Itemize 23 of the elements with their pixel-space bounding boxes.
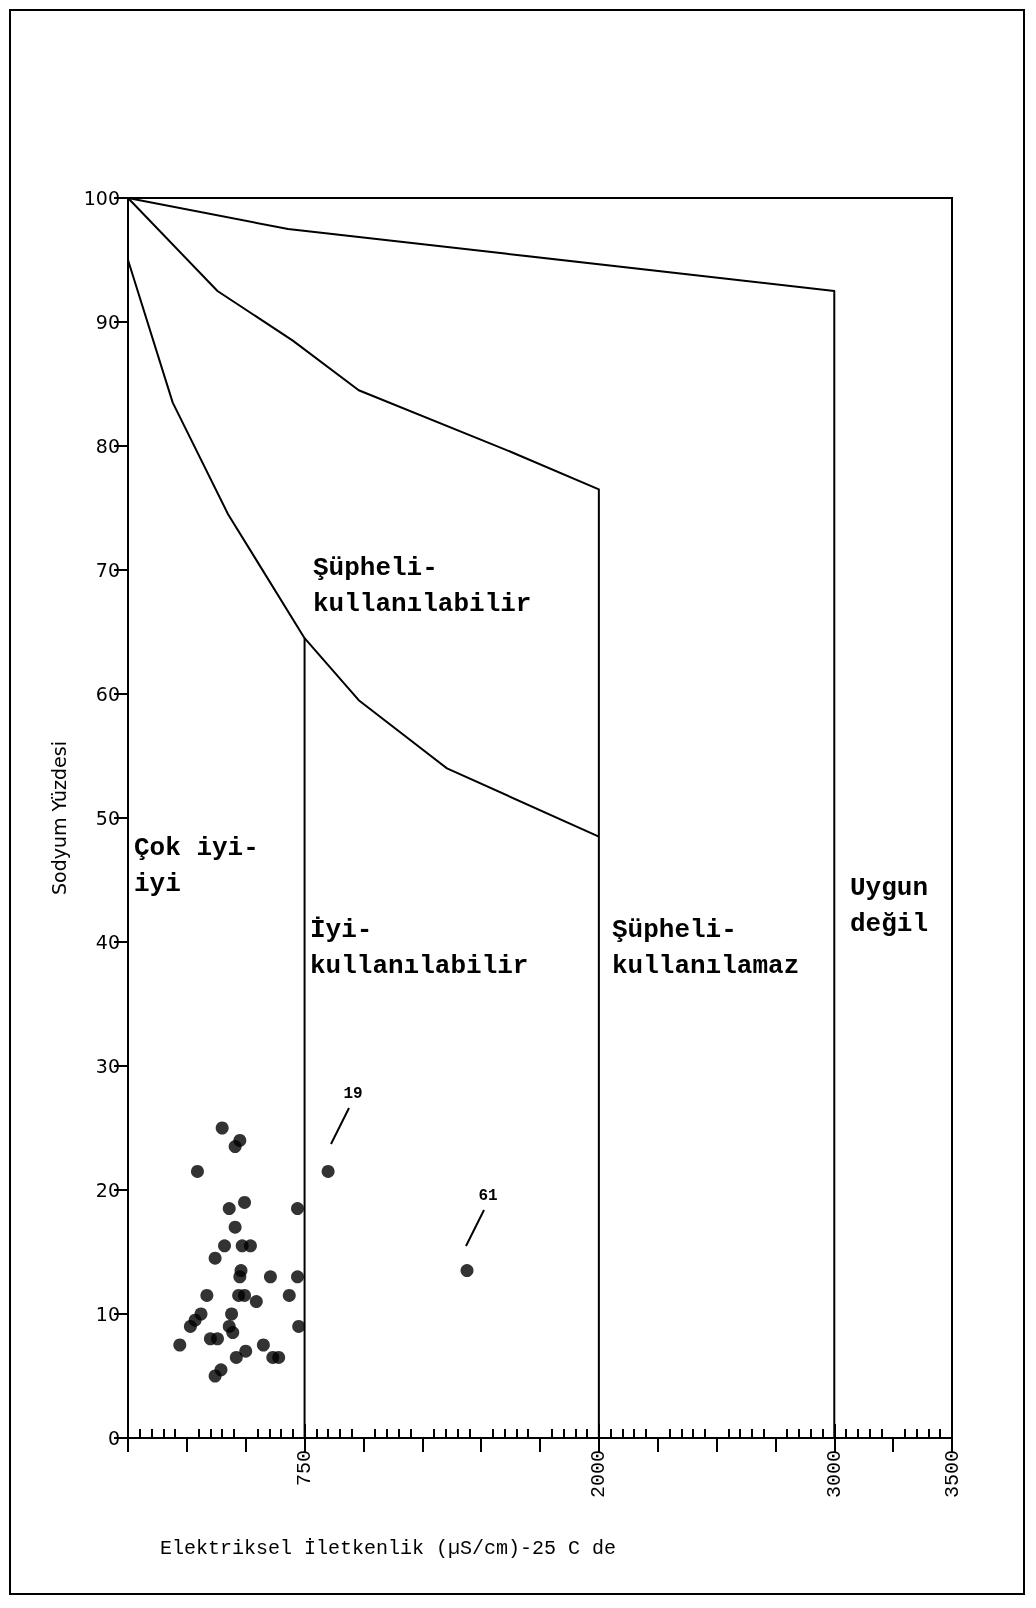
x-tick-label: 2000 — [587, 1450, 611, 1499]
y-axis-title: Sodyum Yüzdesi — [47, 741, 70, 895]
x-tick-label: 750 — [293, 1450, 317, 1487]
annotation: 61 — [478, 1187, 498, 1205]
y-tick-label: 70 — [95, 559, 120, 581]
y-tick-label: 40 — [95, 931, 120, 953]
annotation: Uygun değil — [850, 873, 929, 939]
y-tick-label: 90 — [95, 311, 120, 333]
y-tick-label: 20 — [95, 1179, 120, 1201]
x-tick-label: 3500 — [940, 1450, 964, 1499]
y-tick-label: 60 — [95, 683, 120, 705]
annotation: Çok iyi- iyi — [134, 833, 259, 899]
annotation: 19 — [343, 1085, 363, 1103]
y-tick-label: 50 — [95, 807, 120, 829]
x-tick-label: 3000 — [822, 1450, 846, 1499]
annotation: Şüpheli- kullanılabilir — [313, 553, 532, 619]
y-tick-label: 80 — [95, 435, 120, 457]
annotation: Şüpheli- kullanılamaz — [612, 915, 800, 981]
y-tick-label: 100 — [83, 187, 120, 209]
x-axis-title: Elektriksel İletkenlik (µS/cm)-25 C de — [160, 1536, 617, 1560]
y-tick-label: 10 — [95, 1303, 120, 1325]
annotation: İyi- kullanılabilir — [310, 915, 529, 981]
y-tick-label: 30 — [95, 1055, 120, 1077]
